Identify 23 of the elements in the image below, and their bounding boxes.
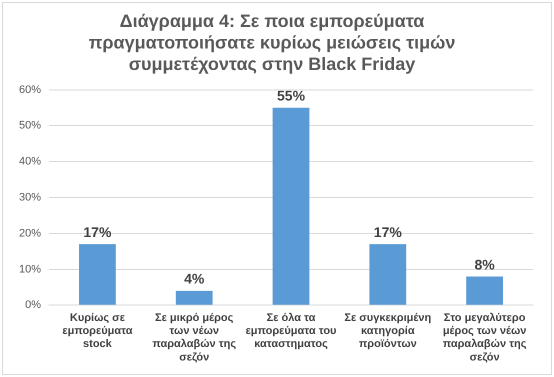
chart-title: Διάγραμμα 4: Σε ποια εμπορεύματα πραγματοποιήσατε κυρίως μειώσεις τιμών συμμετέχοντας στην Black Friday: [88, 10, 456, 74]
data-label: 17%: [83, 224, 112, 240]
bar: [79, 244, 116, 305]
bar: [369, 244, 406, 305]
y-tick-label: 60%: [18, 84, 42, 96]
data-label: 17%: [374, 224, 402, 240]
x-tick-label: Σε μικρό μέρος των νέων παραλαβών της σεζόν: [152, 312, 236, 364]
data-label: 55%: [276, 88, 306, 104]
bar: [272, 108, 310, 305]
data-label: 4%: [184, 270, 205, 287]
x-tick-label: Σε συγκεκριμένη κατηγορία προϊόντων: [344, 312, 432, 350]
y-tick-label: 30%: [18, 192, 42, 204]
bar: [466, 276, 503, 305]
y-tick-label: 20%: [18, 227, 42, 240]
y-tick-label: 10%: [18, 263, 42, 276]
y-tick-label: 0%: [25, 299, 42, 312]
bar: [176, 290, 213, 305]
x-tick-label: Κυρίως σε εμπορεύματα stock: [62, 312, 133, 350]
y-tick-label: 50%: [18, 120, 42, 132]
x-tick-label: Σε όλα τα εμπορεύματα του καταστηματος: [246, 312, 336, 350]
x-tick-label: Στο μεγαλύτερο μέρος των νέων παραλαβών της σεζόν: [442, 312, 527, 364]
data-label: 8%: [474, 256, 496, 272]
y-tick-label: 40%: [18, 156, 42, 168]
